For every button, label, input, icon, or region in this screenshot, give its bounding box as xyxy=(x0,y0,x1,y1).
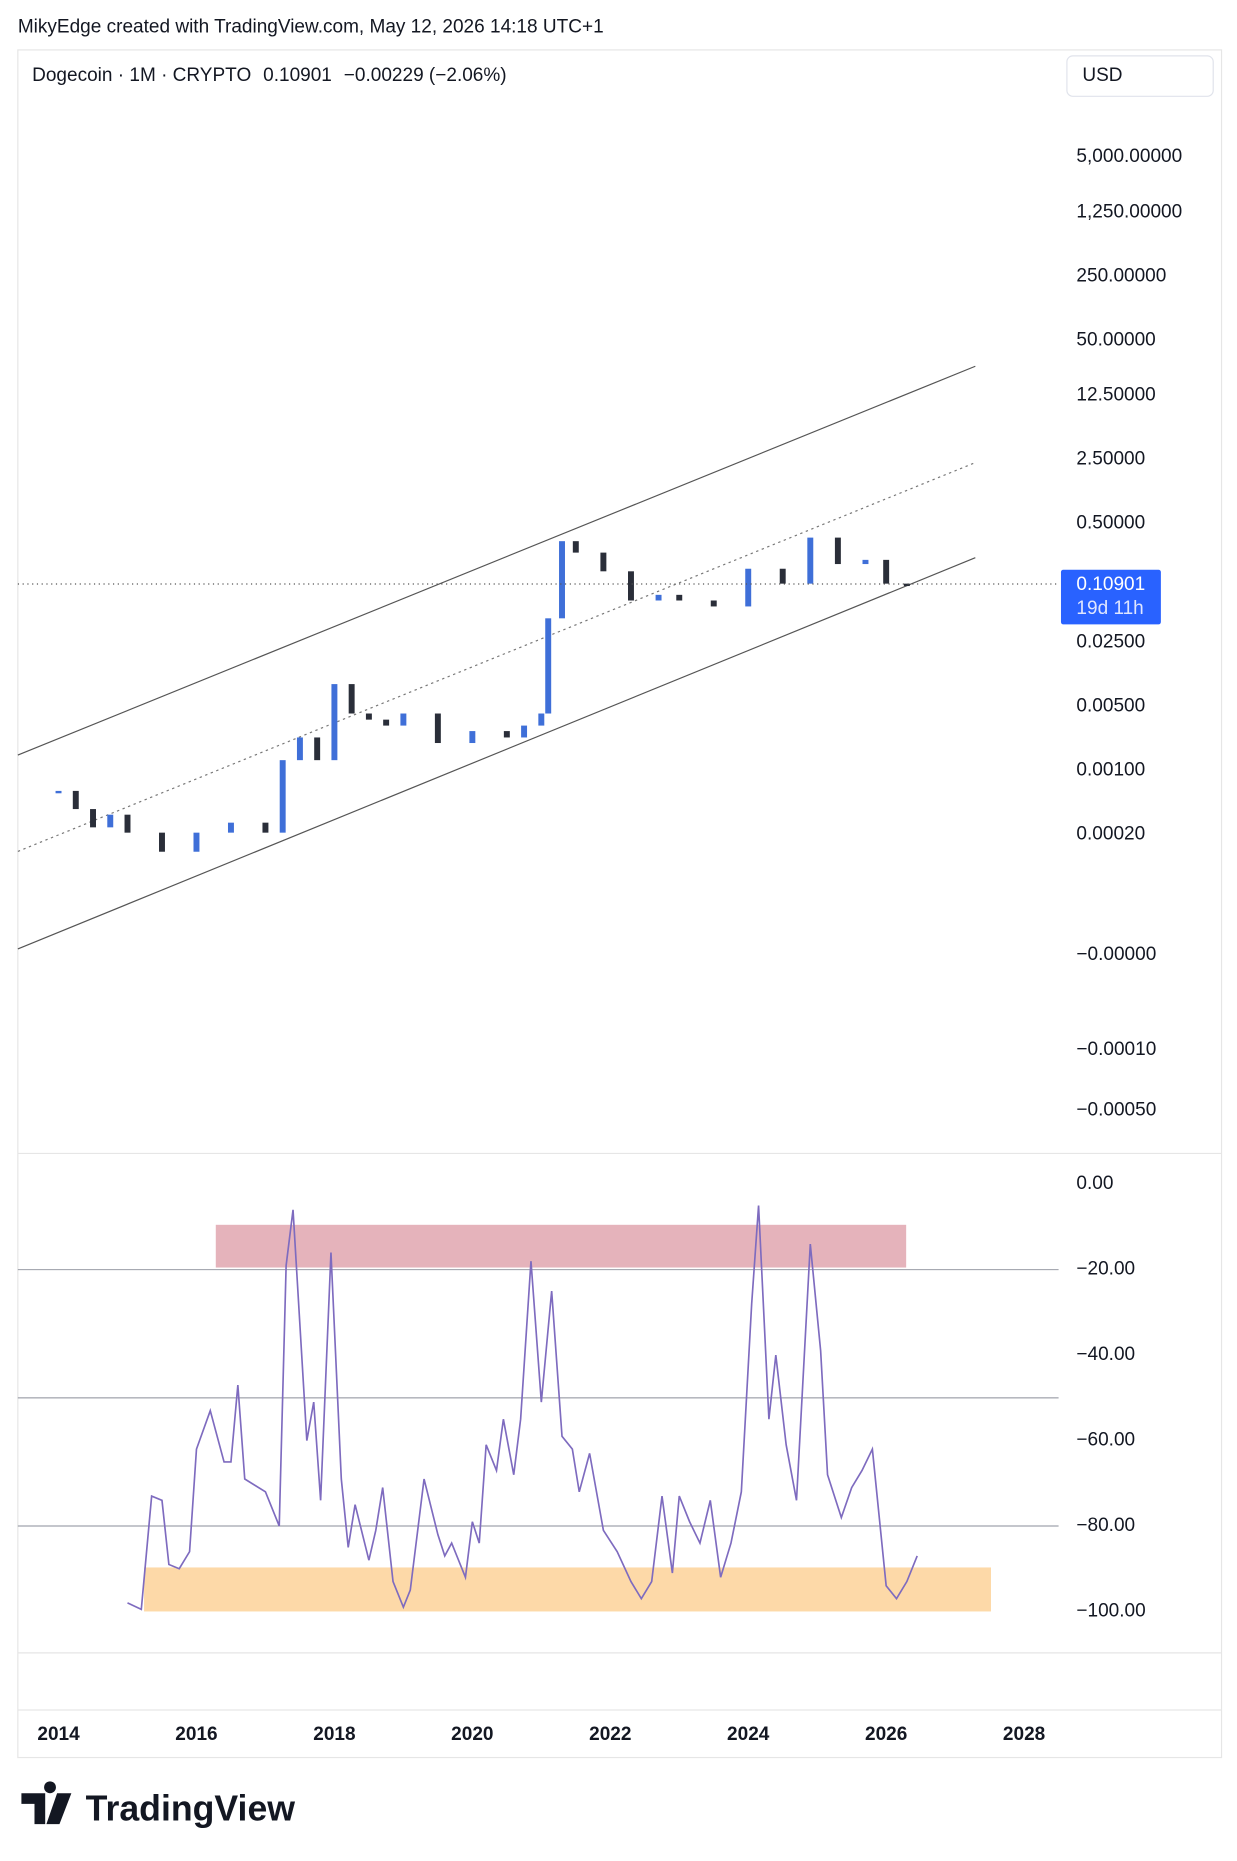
candle xyxy=(559,541,565,619)
logo: TradingView xyxy=(21,1781,295,1828)
candle xyxy=(503,731,510,738)
chart-frame xyxy=(17,49,1223,1759)
y-tick-label: 250.00000 xyxy=(1076,265,1166,286)
brand: TradingView xyxy=(86,1788,296,1828)
candle xyxy=(314,737,321,761)
candle xyxy=(834,537,841,565)
candle xyxy=(262,822,269,833)
candle xyxy=(807,537,814,584)
rsi-line xyxy=(127,1205,918,1611)
x-tick-label: 2018 xyxy=(313,1724,355,1745)
y-tick-label: 50.00000 xyxy=(1076,329,1155,350)
currency[interactable]: USD xyxy=(1082,65,1122,86)
last-price: 0.10901 xyxy=(263,65,332,86)
y-tick-label: −80.00 xyxy=(1076,1515,1135,1536)
candle xyxy=(545,618,552,714)
candle xyxy=(348,684,355,714)
candle xyxy=(296,737,303,761)
x-tick-label: 2016 xyxy=(175,1724,217,1745)
symbol-legend: Dogecoin · 1M · CRYPTO 0.10901 −0.00229 (−… xyxy=(32,65,507,86)
x-tick-label: 2026 xyxy=(865,1724,907,1745)
candle xyxy=(600,552,607,572)
x-tick-label: 2014 xyxy=(37,1724,80,1745)
symbol: Dogecoin · 1M · CRYPTO xyxy=(32,65,251,86)
candle xyxy=(538,713,545,726)
candle xyxy=(107,814,114,828)
y-tick-label: 2.50000 xyxy=(1076,448,1145,469)
candle xyxy=(331,684,338,761)
zone xyxy=(144,1567,991,1612)
channel-lower xyxy=(17,557,976,950)
last-price-label: 0.10901 xyxy=(1076,574,1145,595)
candle xyxy=(279,760,286,833)
y-tick-label: 0.00500 xyxy=(1076,696,1145,717)
candle xyxy=(159,832,165,852)
candle xyxy=(521,725,528,738)
candle xyxy=(193,832,200,852)
x-tick-label: 2028 xyxy=(1003,1724,1045,1745)
candle xyxy=(883,559,890,584)
candle xyxy=(745,568,752,607)
y-tick-label: 0.00020 xyxy=(1076,824,1145,845)
y-tick-label: 0.00 xyxy=(1076,1173,1113,1194)
x-tick-label: 2022 xyxy=(589,1724,631,1745)
channel-upper xyxy=(17,365,976,756)
candle xyxy=(572,541,579,553)
y-tick-label: −100.00 xyxy=(1076,1600,1145,1621)
zone xyxy=(215,1224,907,1268)
candle xyxy=(434,713,441,744)
channel-mid xyxy=(17,462,976,852)
candle xyxy=(903,583,910,587)
y-tick-label: 0.02500 xyxy=(1076,632,1145,653)
y-tick-label: −0.00050 xyxy=(1076,1100,1156,1121)
candle xyxy=(72,790,79,810)
candle xyxy=(655,594,662,601)
candle xyxy=(710,600,717,607)
candle xyxy=(55,790,62,794)
last-price-tag xyxy=(1060,569,1161,625)
candle xyxy=(469,731,476,744)
attribution: MikyEdge created with TradingView.com, M… xyxy=(18,16,604,37)
candle xyxy=(779,568,786,584)
x-tick-label: 2020 xyxy=(451,1724,493,1745)
currency-button[interactable] xyxy=(1066,55,1214,97)
y-tick-label: −40.00 xyxy=(1076,1344,1135,1365)
y-tick-label: 5,000.00000 xyxy=(1076,146,1182,167)
candle xyxy=(628,571,634,601)
countdown-label: 19d 11h xyxy=(1076,598,1143,619)
candle xyxy=(90,809,96,828)
candle xyxy=(862,559,869,565)
x-tick-label: 2024 xyxy=(727,1724,770,1745)
candle xyxy=(400,713,407,726)
logo-mark xyxy=(21,1781,72,1825)
candle xyxy=(676,594,683,601)
candle xyxy=(365,713,372,720)
y-tick-label: −0.00000 xyxy=(1076,944,1156,965)
candle xyxy=(383,719,390,726)
y-tick-label: 1,250.00000 xyxy=(1076,201,1182,222)
candle xyxy=(227,822,234,833)
candle xyxy=(124,814,131,833)
y-tick-label: −60.00 xyxy=(1076,1430,1135,1451)
y-tick-label: −20.00 xyxy=(1076,1259,1135,1280)
y-tick-label: 0.50000 xyxy=(1076,512,1145,533)
y-tick-label: −0.00010 xyxy=(1076,1039,1156,1060)
change: −0.00229 (−2.06%) xyxy=(344,65,507,86)
y-tick-label: 12.50000 xyxy=(1076,384,1155,405)
y-tick-label: 0.00100 xyxy=(1076,760,1145,781)
